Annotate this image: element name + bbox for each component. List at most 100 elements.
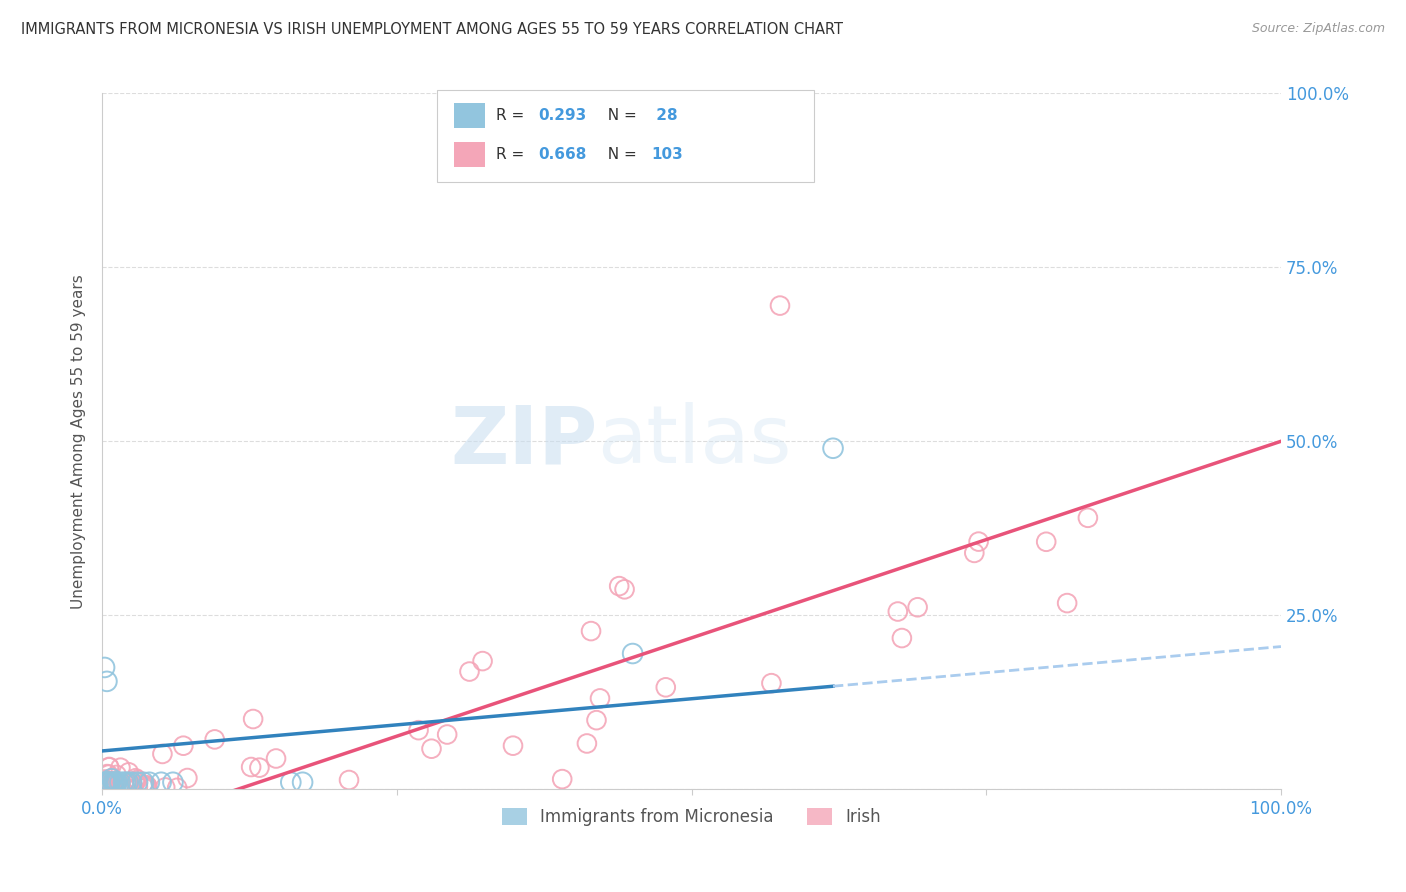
Point bbox=[97, 775, 120, 789]
Point bbox=[108, 778, 131, 792]
Point bbox=[134, 781, 156, 796]
Point bbox=[105, 775, 128, 789]
Point bbox=[93, 775, 115, 789]
Point bbox=[117, 779, 139, 793]
Point bbox=[887, 605, 910, 619]
Point bbox=[98, 781, 121, 796]
Point bbox=[121, 775, 143, 789]
Point bbox=[100, 771, 122, 785]
Text: N =: N = bbox=[598, 109, 641, 123]
Point bbox=[108, 780, 131, 795]
Point bbox=[240, 760, 263, 774]
Point bbox=[655, 681, 678, 695]
Point bbox=[114, 775, 136, 789]
Point bbox=[112, 779, 135, 793]
Point bbox=[104, 775, 127, 789]
Point bbox=[111, 781, 134, 796]
Point bbox=[93, 772, 115, 787]
Text: 0.668: 0.668 bbox=[538, 147, 586, 161]
Point bbox=[471, 654, 494, 668]
Point bbox=[104, 775, 127, 789]
Point bbox=[585, 713, 607, 727]
Point bbox=[120, 777, 142, 791]
Point bbox=[135, 778, 157, 792]
Point bbox=[108, 781, 131, 796]
Point bbox=[166, 780, 188, 795]
Point bbox=[176, 771, 198, 785]
Point bbox=[204, 732, 226, 747]
Point bbox=[131, 777, 153, 791]
Point bbox=[96, 674, 118, 689]
Point bbox=[117, 775, 139, 789]
Point bbox=[98, 774, 121, 789]
Point bbox=[108, 775, 131, 789]
Text: R =: R = bbox=[496, 109, 530, 123]
Text: R =: R = bbox=[496, 147, 530, 161]
Point bbox=[134, 779, 156, 793]
Point bbox=[127, 772, 149, 787]
Point bbox=[105, 768, 128, 782]
Point bbox=[420, 741, 443, 756]
Point bbox=[96, 781, 118, 796]
Text: atlas: atlas bbox=[598, 402, 792, 480]
Text: 103: 103 bbox=[651, 147, 683, 161]
Point bbox=[91, 781, 114, 796]
Point bbox=[98, 760, 121, 774]
Point bbox=[100, 780, 122, 794]
Point bbox=[589, 691, 612, 706]
Point bbox=[120, 775, 142, 789]
Point bbox=[621, 647, 644, 661]
Point bbox=[108, 781, 131, 796]
Point bbox=[97, 782, 120, 797]
Point bbox=[96, 775, 118, 789]
Point bbox=[98, 779, 121, 793]
Point bbox=[121, 778, 143, 792]
Point bbox=[94, 779, 117, 793]
Point bbox=[96, 775, 118, 789]
Point bbox=[114, 780, 136, 795]
Text: 0.293: 0.293 bbox=[538, 109, 586, 123]
Point bbox=[613, 582, 636, 597]
Point bbox=[93, 780, 115, 795]
Text: IMMIGRANTS FROM MICRONESIA VS IRISH UNEMPLOYMENT AMONG AGES 55 TO 59 YEARS CORRE: IMMIGRANTS FROM MICRONESIA VS IRISH UNEM… bbox=[21, 22, 844, 37]
Point bbox=[100, 775, 122, 789]
Point bbox=[963, 546, 986, 560]
Point bbox=[242, 712, 264, 726]
Point bbox=[551, 772, 574, 786]
Point bbox=[103, 775, 125, 789]
Point bbox=[249, 761, 271, 775]
Text: ZIP: ZIP bbox=[450, 402, 598, 480]
Point bbox=[408, 723, 430, 738]
Point bbox=[124, 771, 146, 785]
Point bbox=[117, 776, 139, 790]
Point bbox=[96, 774, 118, 789]
Point bbox=[124, 774, 146, 789]
Point bbox=[91, 780, 114, 795]
Point bbox=[101, 777, 124, 791]
Point bbox=[122, 781, 145, 796]
Point bbox=[579, 624, 602, 638]
Point bbox=[98, 760, 121, 774]
Point bbox=[107, 775, 129, 789]
Point bbox=[91, 780, 114, 795]
Point bbox=[110, 780, 132, 795]
Point bbox=[607, 579, 630, 593]
Point bbox=[291, 775, 314, 789]
Point bbox=[98, 775, 121, 789]
Point bbox=[100, 772, 122, 786]
Point bbox=[264, 751, 287, 765]
Legend: Immigrants from Micronesia, Irish: Immigrants from Micronesia, Irish bbox=[495, 802, 887, 833]
Point bbox=[110, 761, 132, 775]
Point bbox=[152, 747, 174, 761]
Point bbox=[821, 442, 844, 456]
Point bbox=[103, 775, 125, 789]
Point bbox=[575, 736, 598, 750]
Point bbox=[100, 778, 122, 792]
Point bbox=[458, 665, 481, 679]
Point bbox=[118, 779, 141, 793]
Point bbox=[1056, 596, 1078, 610]
Point bbox=[117, 777, 139, 791]
Point bbox=[890, 631, 912, 645]
Point bbox=[94, 773, 117, 788]
Text: 28: 28 bbox=[651, 109, 678, 123]
